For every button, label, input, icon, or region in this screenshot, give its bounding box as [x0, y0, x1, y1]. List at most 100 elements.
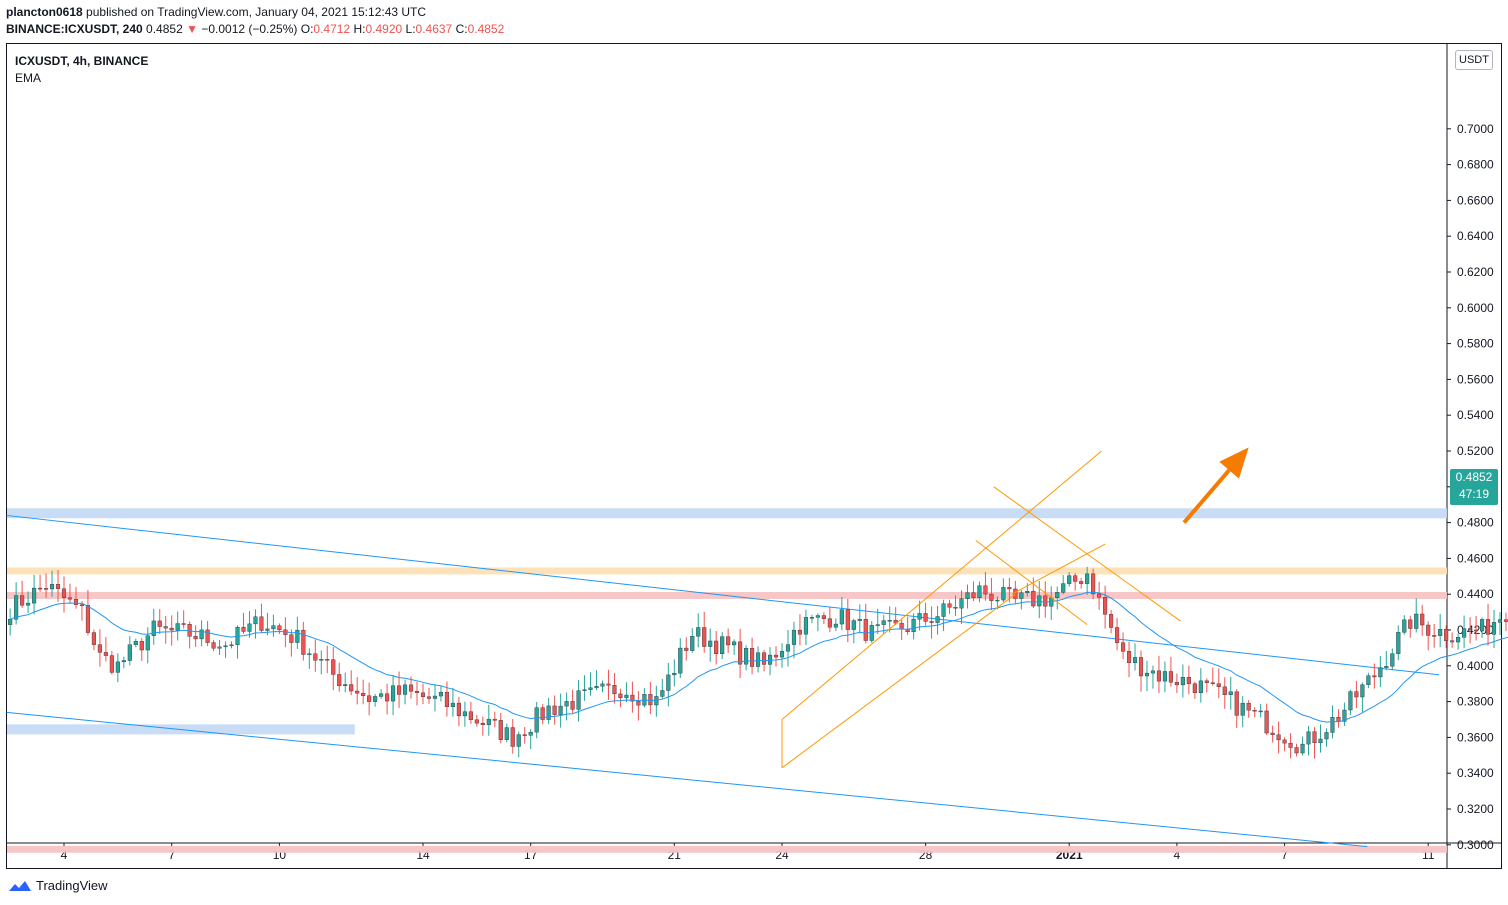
candle-body[interactable]: [534, 707, 539, 733]
candle-body[interactable]: [809, 617, 814, 619]
candle-body[interactable]: [785, 644, 791, 652]
candle-body[interactable]: [875, 624, 880, 626]
candle-body[interactable]: [995, 599, 1000, 602]
publisher-name[interactable]: plancton0618: [6, 5, 83, 19]
candle-body[interactable]: [1294, 747, 1299, 754]
candle-body[interactable]: [85, 605, 90, 633]
candle-body[interactable]: [8, 619, 13, 625]
candle-body[interactable]: [1354, 691, 1359, 698]
candle-body[interactable]: [857, 618, 862, 621]
candle-body[interactable]: [349, 684, 354, 692]
candle-body[interactable]: [1491, 622, 1497, 635]
candle-body[interactable]: [486, 718, 491, 726]
candle-body[interactable]: [1043, 595, 1048, 607]
candle-body[interactable]: [977, 585, 982, 598]
candle-body[interactable]: [1001, 587, 1006, 601]
candle-body[interactable]: [456, 702, 461, 717]
channel-line[interactable]: [781, 593, 1016, 769]
candle-body[interactable]: [1097, 593, 1102, 598]
candle-body[interactable]: [1372, 675, 1377, 678]
candle-body[interactable]: [600, 683, 605, 687]
candle-body[interactable]: [1115, 627, 1120, 643]
candle-body[interactable]: [26, 602, 31, 606]
candle-body[interactable]: [546, 705, 551, 720]
candle-body[interactable]: [468, 711, 473, 720]
candle-body[interactable]: [199, 629, 204, 640]
candle-body[interactable]: [833, 623, 838, 628]
candle-body[interactable]: [109, 655, 114, 673]
candle-body[interactable]: [624, 694, 629, 698]
candle-body[interactable]: [223, 645, 228, 648]
candle-body[interactable]: [444, 691, 449, 708]
candle-body[interactable]: [32, 587, 37, 604]
candle-body[interactable]: [73, 598, 79, 605]
candle-body[interactable]: [498, 720, 503, 740]
candle-body[interactable]: [38, 587, 43, 590]
candle-body[interactable]: [1282, 739, 1287, 744]
candle-body[interactable]: [510, 727, 515, 747]
candle-body[interactable]: [1450, 640, 1455, 643]
candle-body[interactable]: [492, 718, 497, 721]
candle-body[interactable]: [1246, 702, 1251, 711]
candle-body[interactable]: [935, 616, 940, 623]
candle-body[interactable]: [169, 627, 174, 631]
candle-body[interactable]: [678, 647, 683, 674]
candle-body[interactable]: [157, 620, 162, 627]
candle-body[interactable]: [426, 696, 432, 699]
candle-body[interactable]: [67, 597, 73, 600]
candle-body[interactable]: [1037, 595, 1042, 607]
candle-body[interactable]: [923, 613, 928, 622]
trendline[interactable]: [6, 711, 1368, 848]
candle-body[interactable]: [1228, 691, 1233, 695]
candle-body[interactable]: [307, 653, 312, 655]
candle-body[interactable]: [151, 620, 156, 636]
candle-body[interactable]: [277, 625, 282, 631]
candle-body[interactable]: [1474, 629, 1479, 632]
candle-body[interactable]: [1503, 619, 1508, 622]
candle-body[interactable]: [1073, 575, 1078, 582]
candle-body[interactable]: [558, 705, 563, 715]
candle-body[interactable]: [1378, 667, 1383, 678]
arrow-shaft[interactable]: [1182, 468, 1231, 524]
candle-body[interactable]: [648, 694, 653, 706]
candle-body[interactable]: [750, 648, 755, 667]
candle-body[interactable]: [1324, 732, 1329, 740]
candle-body[interactable]: [1414, 613, 1419, 629]
candle-body[interactable]: [576, 690, 581, 710]
candle-body[interactable]: [738, 641, 743, 665]
candle-body[interactable]: [528, 731, 533, 736]
candle-body[interactable]: [163, 626, 168, 629]
candle-body[interactable]: [839, 609, 844, 625]
channel-line[interactable]: [975, 540, 1088, 626]
candle-body[interactable]: [462, 711, 467, 717]
candle-body[interactable]: [1126, 651, 1132, 663]
candle-body[interactable]: [1306, 731, 1311, 745]
candle-body[interactable]: [361, 692, 366, 696]
candle-body[interactable]: [1192, 683, 1197, 694]
candle-body[interactable]: [247, 623, 252, 632]
candle-body[interactable]: [1198, 680, 1203, 694]
candle-body[interactable]: [14, 595, 19, 620]
candle-body[interactable]: [20, 595, 25, 606]
candle-body[interactable]: [295, 629, 300, 643]
candle-body[interactable]: [1384, 666, 1389, 668]
candle-body[interactable]: [1264, 710, 1269, 734]
candle-body[interactable]: [726, 636, 731, 646]
candle-body[interactable]: [1456, 637, 1461, 643]
candle-body[interactable]: [863, 618, 868, 641]
candle-body[interactable]: [127, 644, 132, 661]
candle-body[interactable]: [115, 661, 120, 673]
channel-line[interactable]: [781, 450, 1102, 720]
candle-body[interactable]: [139, 641, 144, 651]
candle-body[interactable]: [1360, 684, 1365, 698]
candle-body[interactable]: [1366, 675, 1371, 685]
candle-body[interactable]: [1342, 709, 1347, 722]
candle-body[interactable]: [337, 674, 342, 687]
zone-orange[interactable]: [7, 567, 1447, 575]
candle-body[interactable]: [271, 625, 276, 630]
candle-body[interactable]: [343, 684, 348, 687]
candle-body[interactable]: [289, 634, 294, 643]
candle-body[interactable]: [965, 592, 970, 599]
candle-body[interactable]: [690, 636, 695, 651]
candle-body[interactable]: [1479, 619, 1485, 632]
